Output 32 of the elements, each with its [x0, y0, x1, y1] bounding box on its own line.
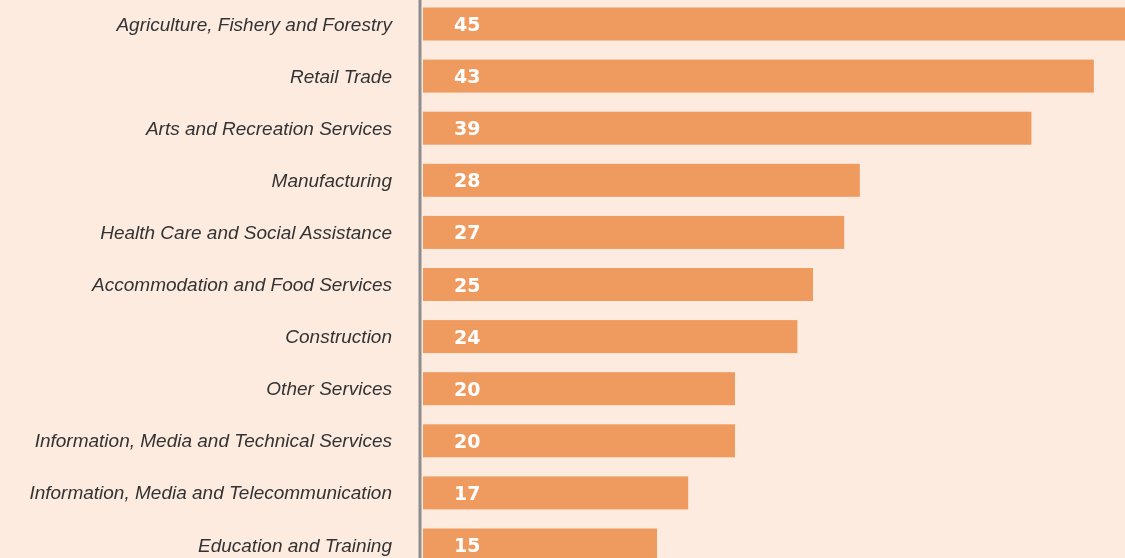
- bar: [423, 215, 845, 249]
- data-label: 45: [454, 13, 481, 35]
- data-label: 20: [454, 429, 481, 452]
- data-label: 15: [454, 534, 481, 556]
- data-label: 17: [454, 481, 481, 504]
- y-tick-label: Other Services: [266, 378, 393, 400]
- bar: [423, 320, 798, 354]
- y-tick-label: Arts and Recreation Services: [144, 117, 393, 139]
- y-tick-label: Construction: [285, 326, 392, 348]
- data-label: 20: [454, 377, 481, 400]
- y-tick-label: Education and Training: [198, 534, 393, 556]
- y-tick-label: Information, Media and Technical Services: [34, 430, 393, 452]
- y-tick-label: Manufacturing: [271, 169, 393, 191]
- bar: [423, 268, 813, 301]
- bar: [423, 59, 1094, 93]
- y-tick-label: Accommodation and Food Services: [91, 274, 393, 296]
- bar: [423, 163, 860, 197]
- data-label: 28: [454, 169, 481, 192]
- bar: [423, 372, 735, 406]
- data-label: 24: [454, 325, 481, 348]
- y-tick-label: Retail Trade: [289, 65, 392, 87]
- bar: [423, 476, 689, 510]
- y-tick-label: Agriculture, Fishery and Forestry: [115, 13, 394, 35]
- y-tick-label: Health Care and Social Assistance: [100, 221, 392, 243]
- bar: [423, 424, 735, 458]
- bar: [423, 7, 1125, 41]
- data-label: 27: [454, 221, 481, 244]
- y-tick-label: Information, Media and Telecommunication: [29, 482, 392, 504]
- bar: [423, 111, 1032, 145]
- data-label: 39: [454, 117, 481, 140]
- data-label: 43: [454, 65, 481, 88]
- data-label: 25: [454, 273, 481, 296]
